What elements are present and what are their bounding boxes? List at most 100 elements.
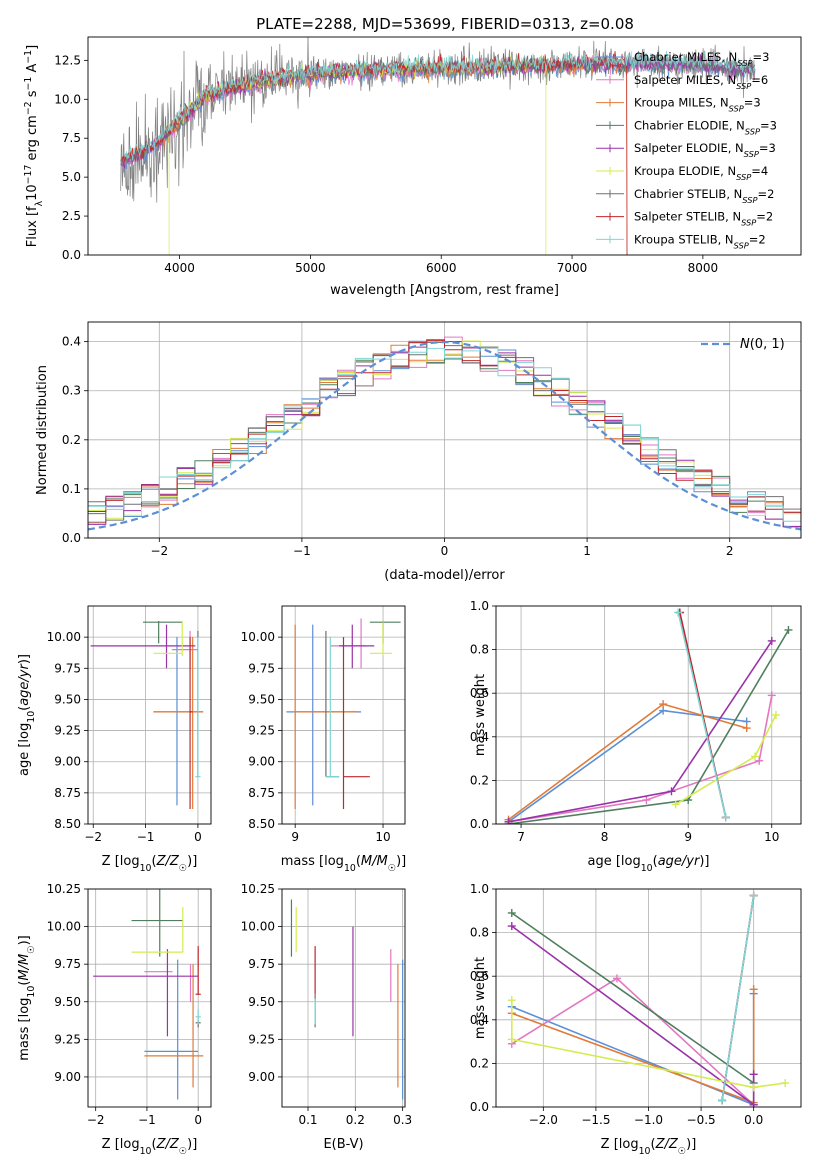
age-vs-metallicity-panel: −2 −1 0 8.50 8.75 9.00 9.25 9.50 9.75 10.00 Z [log… xyxy=(17,605,212,874)
errorbars xyxy=(286,618,401,810)
axes-frame xyxy=(495,605,802,825)
series-salpeter-elodie xyxy=(504,636,776,824)
x-tick-label: 9 xyxy=(684,830,692,844)
x-tick-label: 7 xyxy=(517,830,525,844)
legend-label-salpeter-miles: Salpeter MILES, NSSP=6 xyxy=(634,73,768,91)
series-line xyxy=(508,640,773,823)
x-axis-label: (data-model)/error xyxy=(384,568,505,583)
y-tick-label: 0.0 xyxy=(470,817,489,831)
series-line xyxy=(721,895,755,1101)
y-tick-label: 9.00 xyxy=(248,1070,275,1084)
histogram-salpeter-stelib xyxy=(88,339,801,538)
series-line xyxy=(508,709,747,823)
x-axis-label: E(B-V) xyxy=(323,1137,363,1152)
y-tick-label: 9.00 xyxy=(54,1070,81,1084)
model-line-kroupa-stelib xyxy=(123,49,756,161)
x-tick-label: 0.0 xyxy=(744,1113,763,1127)
y-tick-label: 9.25 xyxy=(54,1032,81,1046)
errorbar-salpeter-stelib xyxy=(189,637,193,810)
errorbar-kroupa-stelib xyxy=(325,637,340,778)
y-tick-label: 5.0 xyxy=(62,170,81,184)
y-axis-label: mass weight xyxy=(473,957,488,1039)
y-tick-label: 10.25 xyxy=(47,882,81,896)
y-tick-label: 0.4 xyxy=(470,1013,489,1027)
legend-label-chabrier-stelib: Chabrier STELIB, NSSP=2 xyxy=(634,187,774,205)
weight-vs-age-panel: 7 8 9 10 0.0 0.2 0.4 0.6 0.8 1.0 age [log10(age/yr… xyxy=(470,599,802,874)
mass-vs-metallicity-panel: −2 −1 0 9.00 9.25 9.50 9.75 10.00 10.25 Z [log10(… xyxy=(17,882,212,1157)
legend-label-chabrier-miles: Chabrier MILES, NSSP=3 xyxy=(634,50,769,68)
x-tick-label: 8000 xyxy=(688,261,719,275)
y-tick-label: 9.25 xyxy=(54,724,81,738)
series-chabrier-elodie xyxy=(507,908,758,1088)
y-tick-label: 9.25 xyxy=(248,1032,275,1046)
y-tick-label: 0.4 xyxy=(62,335,81,349)
figure-title: PLATE=2288, MJD=53699, FIBERID=0313, z=0… xyxy=(256,15,634,33)
y-tick-label: 0.4 xyxy=(470,730,489,744)
x-tick-label: −2 xyxy=(150,544,168,558)
y-axis-label: mass weight xyxy=(473,674,488,756)
errorbar-kroupa-miles xyxy=(144,964,204,1088)
x-tick-label: 5000 xyxy=(295,261,326,275)
errorbar-kroupa-elodie xyxy=(369,622,392,656)
errorbar-salpeter-stelib xyxy=(195,946,201,995)
y-tick-label: 0.3 xyxy=(62,384,81,398)
x-axis-label: Z [log10(Z/Z☉)] xyxy=(102,1137,198,1157)
y-tick-label: 7.5 xyxy=(62,131,81,145)
y-tick-label: 0.2 xyxy=(470,1056,489,1070)
y-tick-label: 8.50 xyxy=(248,817,275,831)
y-tick-label: 9.00 xyxy=(54,755,81,769)
y-tick-label: 0.8 xyxy=(470,926,489,940)
series-line xyxy=(511,912,755,1084)
x-tick-label: −2 xyxy=(87,1113,105,1127)
y-axis-label: mass [log10(M/M☉)] xyxy=(17,935,37,1061)
x-tick-label: −2 xyxy=(84,830,102,844)
legend-label-chabrier-elodie: Chabrier ELODIE, NSSP=3 xyxy=(634,118,777,136)
x-tick-label: 10 xyxy=(764,830,779,844)
y-tick-label: 8.75 xyxy=(248,786,275,800)
histogram-kroupa-stelib xyxy=(88,346,801,538)
x-tick-label: 0 xyxy=(194,830,202,844)
y-tick-label: 9.50 xyxy=(54,692,81,706)
y-tick-label: 8.50 xyxy=(54,817,81,831)
y-tick-label: 0.6 xyxy=(470,686,489,700)
x-tick-label: 9 xyxy=(291,830,299,844)
errorbar-kroupa-elodie xyxy=(153,620,183,656)
errorbar-kroupa-stelib xyxy=(195,637,201,778)
x-tick-label: 7000 xyxy=(557,261,588,275)
errorbar-salpeter-miles xyxy=(330,618,366,669)
x-tick-label: 10 xyxy=(375,830,390,844)
series-salpeter-miles xyxy=(507,974,758,1107)
series-line xyxy=(511,925,755,1107)
x-axis-label: wavelength [Angstrom, rest frame] xyxy=(330,283,559,298)
y-tick-label: 0.0 xyxy=(62,531,81,545)
spectrum-legend: Chabrier MILES, NSSP=3 Salpeter MILES, NS… xyxy=(596,50,777,250)
legend-label-kroupa-elodie: Kroupa ELODIE, NSSP=4 xyxy=(634,164,768,182)
y-axis-label: Normed distribution xyxy=(35,365,50,495)
errorbars xyxy=(93,889,204,1100)
axes-frame xyxy=(281,605,406,825)
y-tick-label: 1.0 xyxy=(470,882,489,896)
errorbar-chabrier-stelib xyxy=(325,630,340,778)
y-tick-label: 9.75 xyxy=(54,661,81,675)
x-tick-label: −2.0 xyxy=(529,1113,558,1127)
x-tick-label: 4000 xyxy=(164,261,195,275)
y-tick-label: 2.5 xyxy=(62,209,81,223)
model-line-salpeter-stelib xyxy=(121,50,628,255)
weight-vs-metallicity-panel: −2.0 −1.5 −1.0 −0.5 0.0 0.0 0.2 0.4 0.6 0.8 1.0 Z [… xyxy=(470,882,802,1157)
weight-lines xyxy=(507,891,790,1107)
y-tick-label: 9.25 xyxy=(248,724,275,738)
series-kroupa-stelib xyxy=(674,608,730,822)
series-line xyxy=(675,714,777,806)
y-tick-label: 0.0 xyxy=(470,1100,489,1114)
errorbar-kroupa-miles xyxy=(153,637,204,810)
normal-distribution-curve xyxy=(88,341,801,531)
y-tick-label: 10.00 xyxy=(241,920,275,934)
errorbar-salpeter-elodie xyxy=(93,949,199,1037)
y-tick-label: 10.25 xyxy=(241,882,275,896)
y-tick-label: 9.50 xyxy=(248,692,275,706)
y-tick-label: 9.75 xyxy=(248,661,275,675)
axes-frame xyxy=(87,321,802,539)
y-tick-label: 0.2 xyxy=(62,433,81,447)
x-axis-label: Z [log10(Z/Z☉)] xyxy=(601,1137,697,1157)
